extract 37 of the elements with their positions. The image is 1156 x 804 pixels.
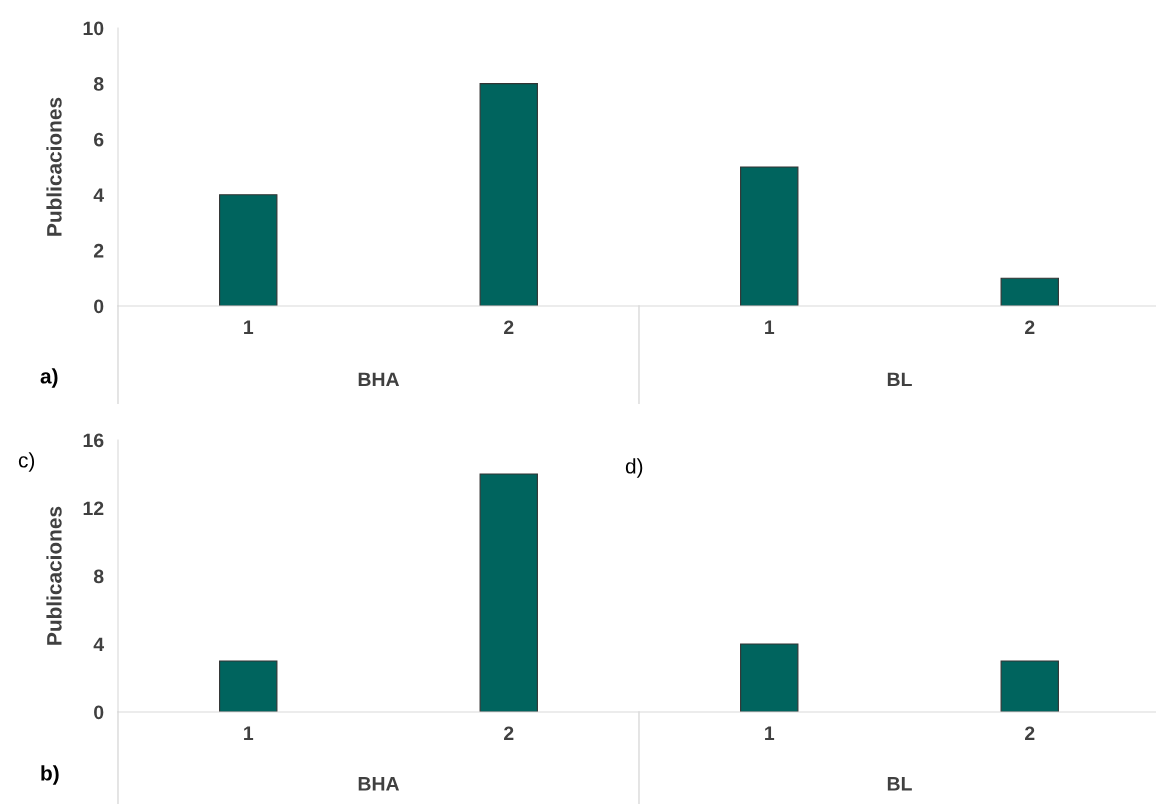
y-tick-label: 6 xyxy=(94,132,104,147)
bar xyxy=(1000,277,1059,306)
y-tick-label: 10 xyxy=(83,21,104,36)
text: b) xyxy=(41,765,59,785)
x-tick-label: 2 xyxy=(504,320,514,334)
annotation: d) xyxy=(625,458,643,478)
x-tick-label: 2 xyxy=(1025,320,1035,334)
y-axis-title: Publicaciones xyxy=(46,506,62,645)
bar xyxy=(479,83,538,306)
x-tick-label: 1 xyxy=(244,726,254,740)
x-tick-label: 1 xyxy=(765,726,775,740)
y-tick-label: 12 xyxy=(83,501,104,516)
y-tick-label: 0 xyxy=(94,299,104,314)
x-tick-label: 1 xyxy=(765,320,775,334)
y-axis-title: Publicaciones xyxy=(46,97,62,236)
y-tick-label: 8 xyxy=(93,77,104,91)
text: BL xyxy=(887,777,912,791)
text: BL xyxy=(887,372,912,387)
text: BHA xyxy=(358,372,400,387)
bar xyxy=(219,194,278,306)
text: BHA xyxy=(358,777,400,791)
bar xyxy=(740,166,799,306)
y-tick-label: 4 xyxy=(93,188,105,202)
text: c) xyxy=(18,452,35,472)
bar xyxy=(479,473,538,712)
y-tick-label: 16 xyxy=(83,433,104,448)
x-tick-label: 2 xyxy=(504,726,514,740)
y-tick-label: 8 xyxy=(93,569,104,584)
bar xyxy=(219,660,278,712)
y-tick-label: 4 xyxy=(93,637,105,652)
y-tick-label: 0 xyxy=(94,705,104,720)
bar xyxy=(740,643,799,712)
text: a) xyxy=(40,368,58,388)
x-tick-label: 2 xyxy=(1025,726,1035,740)
y-tick-label: 2 xyxy=(93,243,104,258)
bar xyxy=(1000,660,1059,712)
x-tick-label: 1 xyxy=(244,320,254,334)
